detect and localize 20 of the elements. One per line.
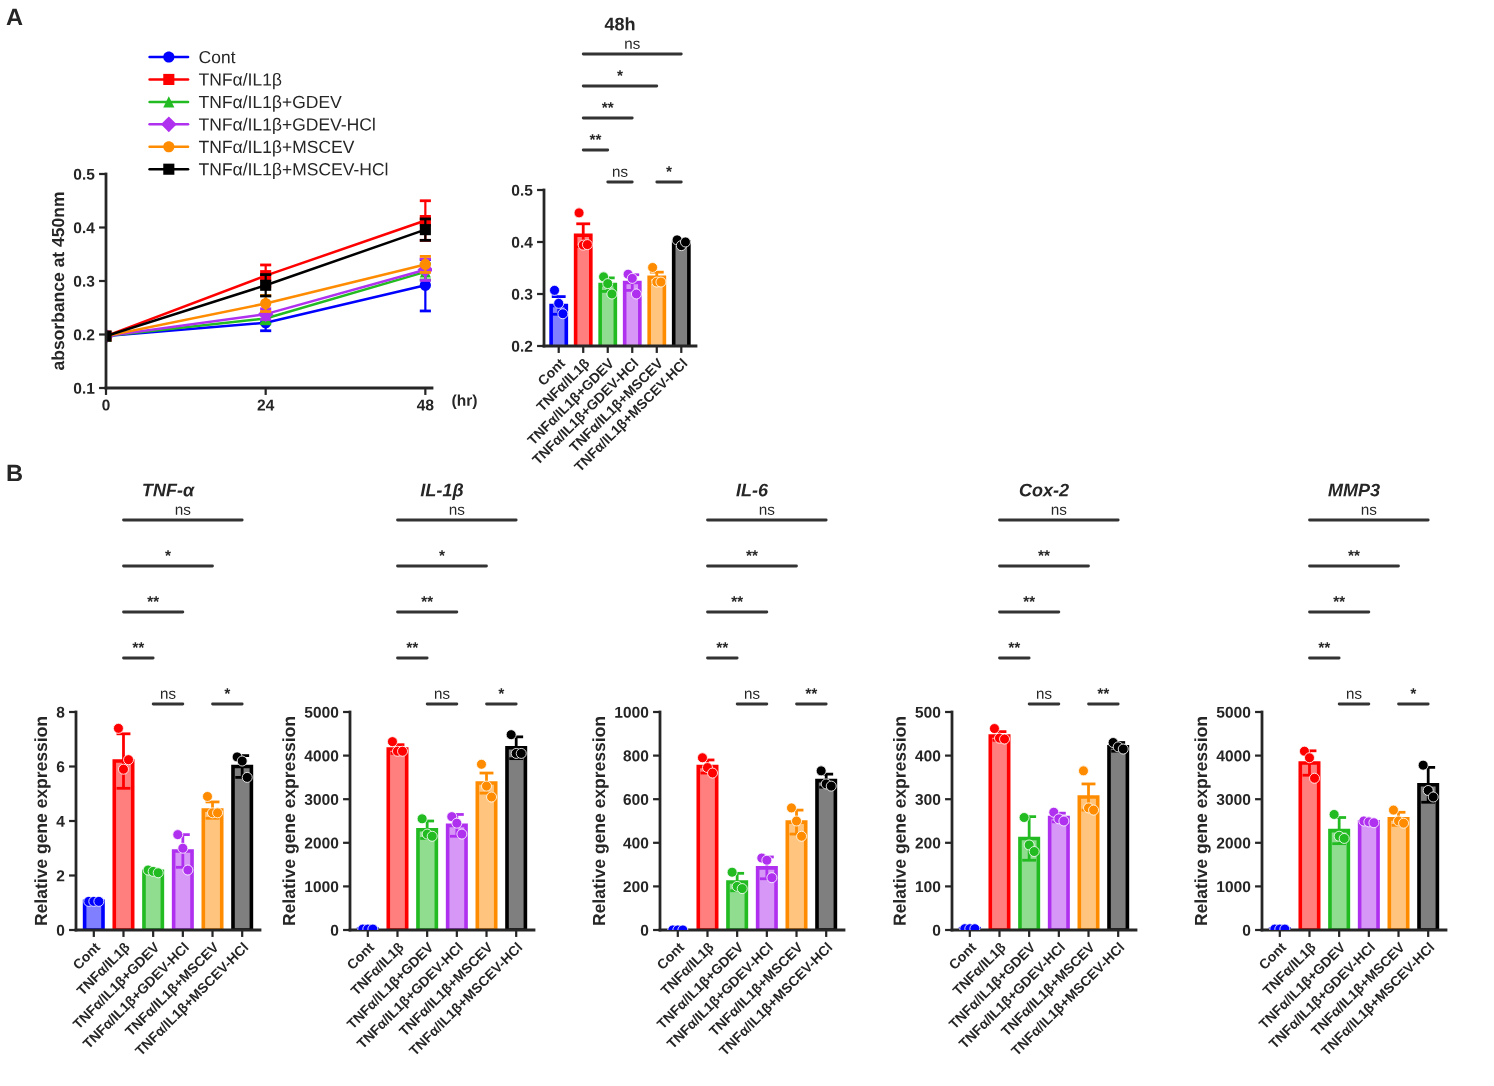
chart-title: TNF-α	[143, 483, 195, 497]
y-axis-title: absorbance at 450nm	[51, 192, 65, 370]
y-axis-title: Relative gene expression	[282, 717, 299, 925]
legend-label: TNFα/IL1β	[198, 72, 282, 90]
chart-title: MMP3	[1328, 483, 1380, 497]
legend-label: Cont	[199, 50, 236, 64]
text: A	[6, 8, 23, 26]
legend-label: TNFα/IL1β+GDEV-HCl	[198, 117, 375, 135]
chart-title: IL-6	[736, 483, 769, 497]
y-axis-title: Relative gene expression	[892, 717, 910, 925]
chart-title: IL-1β	[420, 483, 464, 500]
text: B	[7, 464, 22, 482]
y-axis-title: Relative gene expression	[34, 717, 51, 925]
legend-label: TNFα/IL1β+GDEV	[198, 95, 342, 112]
y-axis-title: Relative gene expression	[592, 717, 609, 925]
legend-label: TNFα/IL1β+MSCEV	[198, 140, 355, 157]
legend-label: TNFα/IL1β+MSCEV-HCl	[198, 162, 388, 179]
y-axis-title: Relative gene expression	[1194, 717, 1211, 925]
chart-title: Cox-2	[1019, 483, 1069, 497]
chart-title: 48h	[604, 17, 635, 31]
